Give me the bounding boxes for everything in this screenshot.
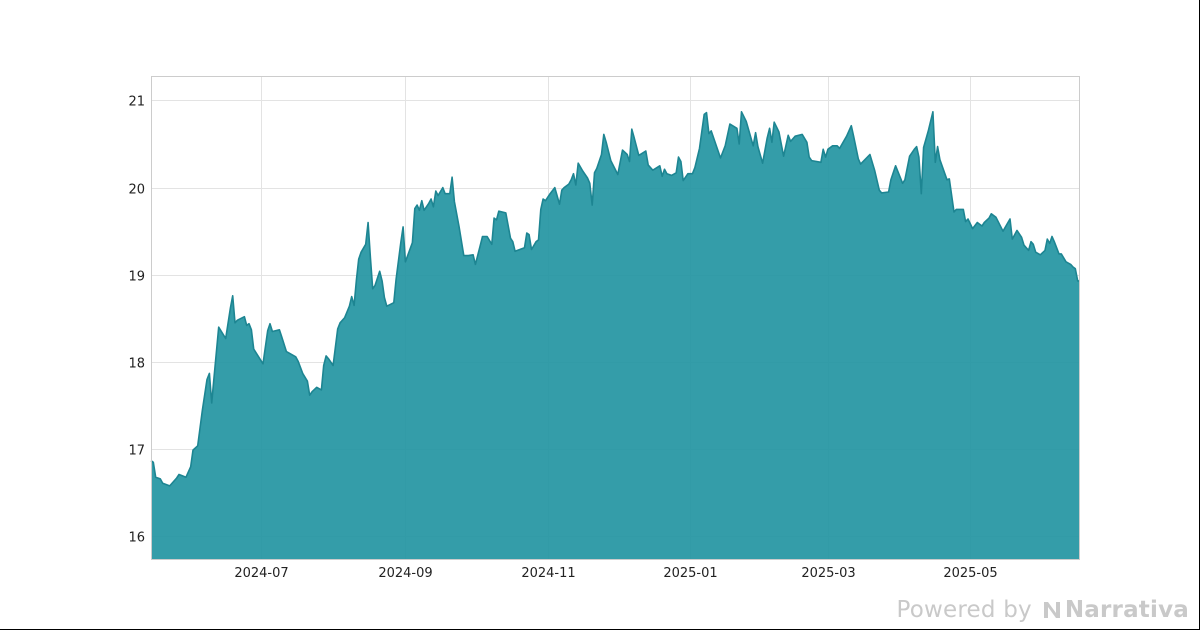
series-line xyxy=(150,111,1080,487)
powered-by-text: Powered by xyxy=(896,597,1032,623)
plot-border xyxy=(151,76,1080,560)
series-area xyxy=(151,111,1080,561)
powered-by-watermark: Powered by Narrativa xyxy=(897,597,1189,623)
y-tick-label: 17 xyxy=(128,444,145,459)
y-tick-label: 16 xyxy=(128,531,145,546)
narrativa-logo-icon xyxy=(1043,602,1060,618)
y-tick-label: 20 xyxy=(128,183,145,198)
x-axis: 2024-07 2024-09 2024-11 2025-01 2025-03 2025-… xyxy=(234,566,997,581)
x-tick-label: 2025-01 xyxy=(663,566,717,581)
y-axis: 16 17 18 19 20 21 xyxy=(128,95,145,546)
brand-name: Narrativa xyxy=(1064,597,1189,623)
x-tick-label: 2025-05 xyxy=(943,566,997,581)
y-tick-label: 19 xyxy=(128,270,145,285)
y-tick-label: 18 xyxy=(128,357,145,372)
x-tick-label: 2024-07 xyxy=(234,566,288,581)
narrativa-brand: Narrativa xyxy=(1042,597,1189,623)
x-tick-label: 2025-03 xyxy=(801,566,855,581)
x-tick-label: 2024-09 xyxy=(378,566,432,581)
y-tick-label: 21 xyxy=(128,95,145,110)
x-tick-label: 2024-11 xyxy=(521,566,575,581)
